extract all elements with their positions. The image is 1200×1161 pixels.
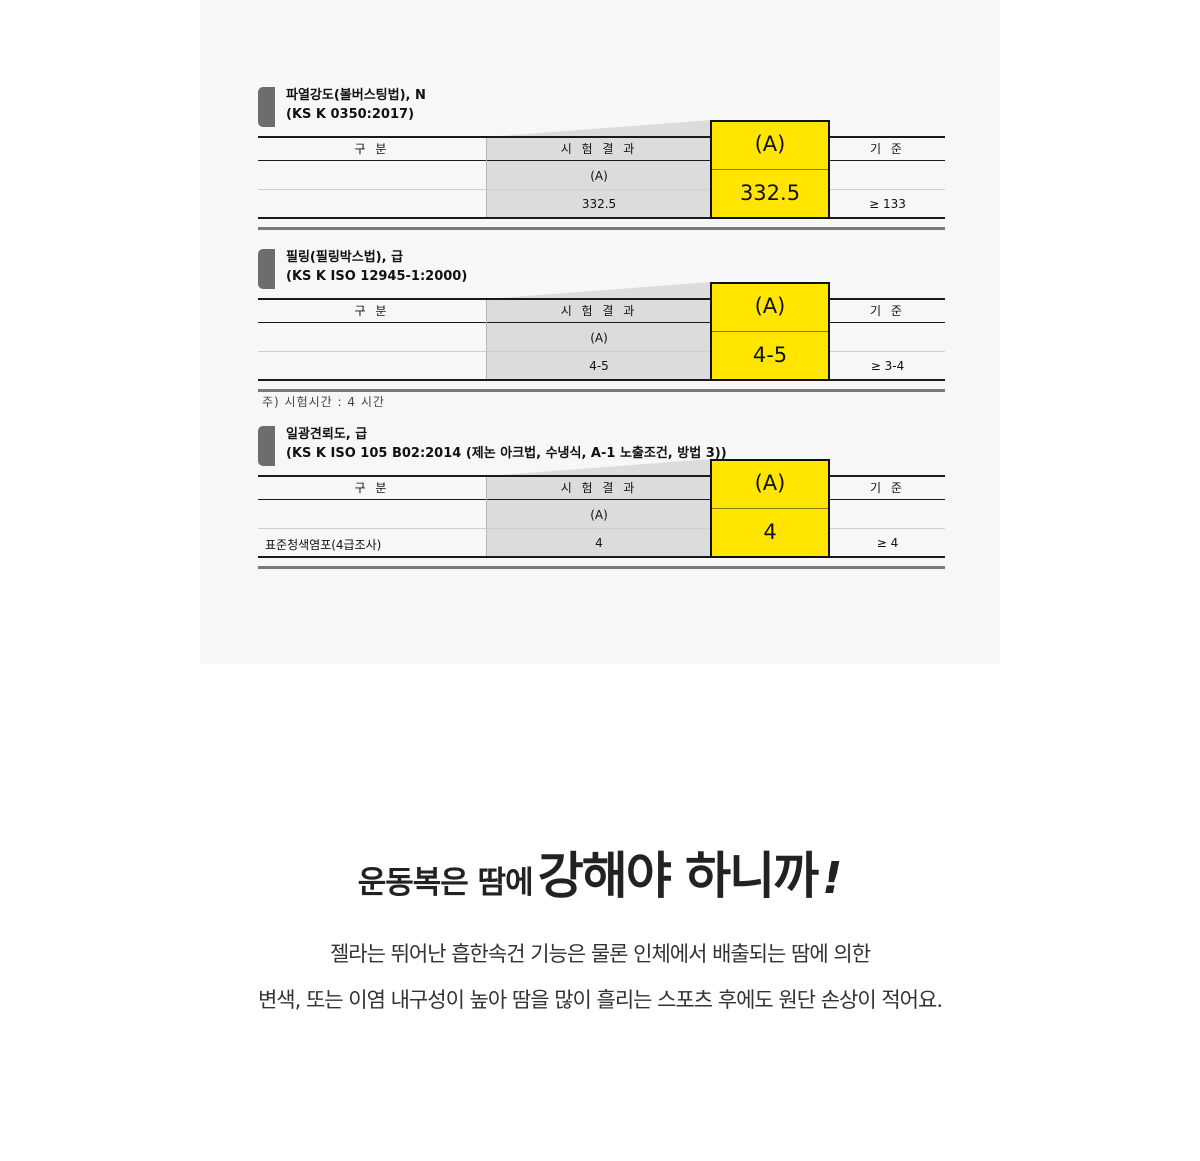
header-criteria: 기 준 [870, 481, 905, 495]
highlight-label: (A) [754, 294, 786, 318]
result-header-wedge [487, 282, 711, 299]
row-criteria: ≥ 3-4 [870, 359, 905, 373]
section-marker [258, 87, 275, 127]
section-title: 파열강도(볼버스팅법), N [286, 88, 426, 103]
result-column-shade [487, 299, 711, 381]
table-bottom-rule [258, 217, 945, 219]
result-column-shade [487, 476, 711, 558]
header-category: 구 분 [354, 304, 390, 318]
row-criteria: ≥ 133 [869, 197, 906, 211]
header-criteria: 기 준 [870, 142, 905, 156]
highlight-value: 4-5 [752, 343, 788, 367]
row-result: 4 [595, 536, 603, 550]
header-result: 시 험 결 과 [560, 142, 638, 156]
header-category: 구 분 [354, 481, 390, 495]
section-header: 필링(필링박스법), 급 (KS K ISO 12945-1:2000) [258, 248, 945, 289]
table-bottom-rule [258, 379, 945, 381]
test-time-note: 주) 시험시간 : 4 시간 [262, 395, 385, 409]
headline-part1: 운동복은 땀에 [357, 865, 534, 901]
table-row-rule [258, 351, 945, 352]
highlight-value: 332.5 [739, 181, 801, 205]
headline-exclamation: ! [822, 853, 843, 904]
row-result: 4-5 [589, 359, 609, 373]
result-column-shade [487, 137, 711, 219]
table-top-rule [258, 298, 945, 300]
test-section-pilling: 필링(필링박스법), 급 (KS K ISO 12945-1:2000) 구 분… [258, 248, 945, 392]
table-top-rule [258, 136, 945, 138]
header-category: 구 분 [354, 142, 390, 156]
highlight-result-box: (A) 4-5 [710, 282, 830, 381]
section-standard: (KS K ISO 105 B02:2014 (제논 아크법, 수냉식, A-1… [286, 446, 727, 461]
row-result: 332.5 [581, 197, 617, 211]
description-line: 젤라는 뛰어난 흡한속건 기능은 물론 인체에서 배출되는 땀에 의한 [329, 942, 871, 966]
result-header-wedge [487, 120, 711, 137]
table-bottom-rule [258, 556, 945, 558]
result-header-wedge [487, 459, 711, 476]
headline-part2: 강해야 하니까 [537, 847, 819, 905]
highlight-result-box: (A) 332.5 [710, 120, 830, 219]
section-header: 일광견뢰도, 급 (KS K ISO 105 B02:2014 (제논 아크법,… [258, 425, 945, 466]
table-row-rule [258, 189, 945, 190]
highlight-divider [712, 508, 828, 509]
test-section-light-fastness: 일광견뢰도, 급 (KS K ISO 105 B02:2014 (제논 아크법,… [258, 425, 945, 569]
section-header: 파열강도(볼버스팅법), N (KS K 0350:2017) [258, 86, 945, 127]
description-text: 젤라는 뛰어난 흡한속건 기능은 물론 인체에서 배출되는 땀에 의한 변색, … [0, 931, 1200, 1023]
highlight-divider [712, 169, 828, 170]
section-marker [258, 426, 275, 466]
section-base-rule [258, 227, 945, 230]
header-result: 시 험 결 과 [560, 481, 638, 495]
row-criteria: ≥ 4 [876, 536, 899, 550]
highlight-divider [712, 331, 828, 332]
test-section-bursting-strength: 파열강도(볼버스팅법), N (KS K 0350:2017) 구 분 시 험 … [258, 86, 945, 230]
section-base-rule [258, 566, 945, 569]
description-line: 변색, 또는 이염 내구성이 높아 땀을 많이 흘리는 스포츠 후에도 원단 손… [257, 988, 943, 1012]
highlight-label: (A) [754, 471, 786, 495]
column-separator [486, 138, 487, 217]
highlight-value: 4 [763, 520, 777, 544]
row-result: (A) [590, 508, 608, 522]
row-result: (A) [590, 169, 608, 183]
row-result: (A) [590, 331, 608, 345]
highlight-result-box: (A) 4 [710, 459, 830, 558]
column-separator [486, 300, 487, 379]
headline: 운동복은 땀에 강해야 하니까 ! [0, 836, 1200, 908]
section-standard: (KS K ISO 12945-1:2000) [286, 269, 468, 284]
highlight-label: (A) [754, 132, 786, 156]
table-header-rule [258, 160, 945, 161]
header-criteria: 기 준 [870, 304, 905, 318]
section-title: 일광견뢰도, 급 [286, 427, 368, 442]
section-standard: (KS K 0350:2017) [286, 107, 415, 122]
header-result: 시 험 결 과 [560, 304, 638, 318]
table-top-rule [258, 475, 945, 477]
table-header-rule [258, 322, 945, 323]
row-category: 표준청색염포(4급조사) [265, 538, 382, 552]
table-row-rule [258, 528, 945, 529]
section-marker [258, 249, 275, 289]
column-separator [486, 477, 487, 556]
section-title: 필링(필링박스법), 급 [286, 250, 404, 265]
table-header-rule [258, 499, 945, 500]
section-base-rule [258, 389, 945, 392]
